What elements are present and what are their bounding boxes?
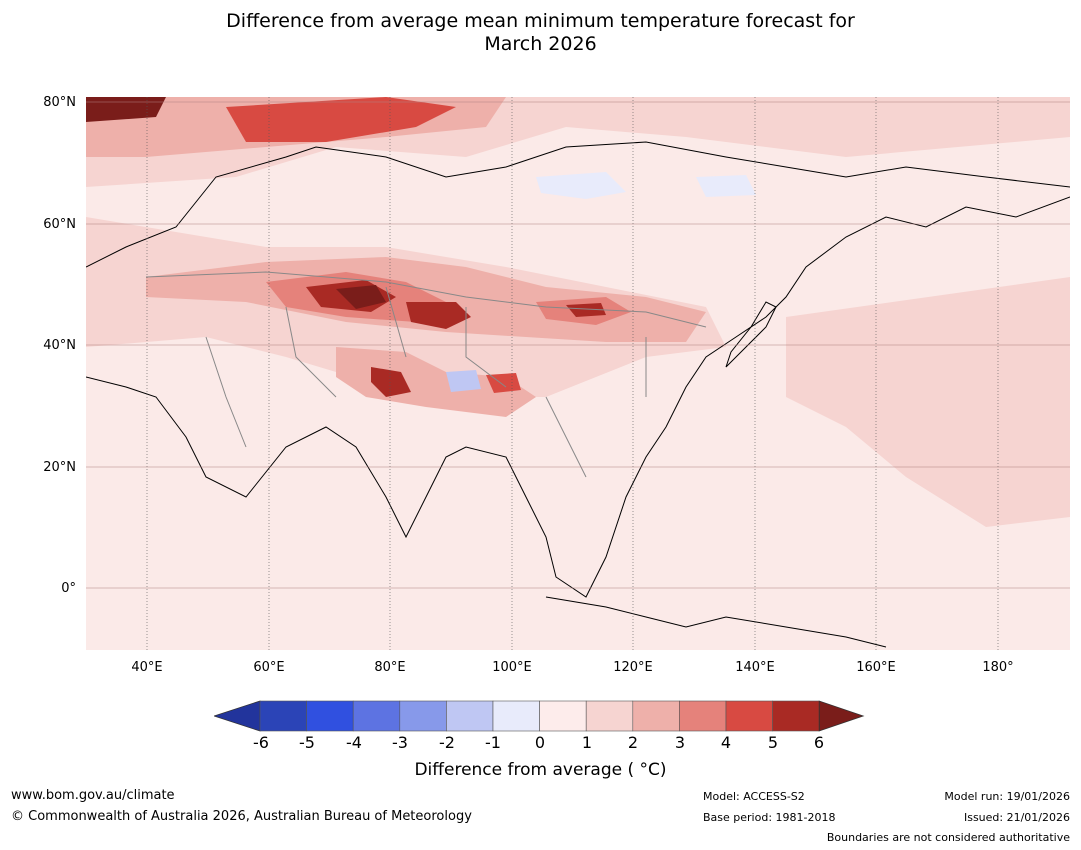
- lat-gridlines: [86, 101, 1070, 589]
- cb-tick-1: 1: [581, 733, 593, 752]
- lon-label-40e: 40°E: [131, 660, 163, 675]
- forecast-map: [86, 97, 1070, 650]
- lat-label-40n: 40°N: [43, 338, 76, 353]
- cb-tick-m2: -2: [439, 733, 455, 752]
- lon-label-60e: 60°E: [253, 660, 285, 675]
- copyright-text: © Commonwealth of Australia 2026, Austra…: [11, 809, 472, 824]
- shade-ne-blue: [696, 175, 756, 197]
- lon-label-80e: 80°E: [374, 660, 406, 675]
- colorbar-segment: [539, 700, 587, 732]
- shade-himalaya-red: [371, 367, 411, 397]
- base-period-text: Base period: 1981-2018: [703, 811, 836, 824]
- boundaries-note: Boundaries are not considered authoritat…: [826, 831, 1070, 844]
- border-lines: [145, 271, 707, 478]
- issued-text: Issued: 21/01/2026: [963, 811, 1070, 824]
- colorbar-segment: [306, 700, 354, 732]
- colorbar-segment: [259, 700, 307, 732]
- cb-tick-2: 2: [627, 733, 639, 752]
- lat-label-80n: 80°N: [43, 95, 76, 110]
- lon-label-180: 180°: [982, 660, 1014, 675]
- shade-pacific: [786, 277, 1070, 527]
- gridlines: [146, 97, 999, 650]
- indonesia-outline: [545, 596, 887, 648]
- shade-tibet: [336, 347, 536, 417]
- colorbar-segment: [399, 700, 447, 732]
- lon-label-140e: 140°E: [735, 660, 775, 675]
- shade-core-dark: [336, 285, 386, 309]
- shade-mongolia-red: [406, 302, 471, 329]
- shade-arctic-dark: [86, 97, 166, 122]
- cb-tick-m6: -6: [253, 733, 269, 752]
- lat-label-0: 0°: [61, 581, 76, 596]
- cb-tick-3: 3: [674, 733, 686, 752]
- cb-tick-m5: -5: [299, 733, 315, 752]
- colorbar: [214, 700, 865, 732]
- map-title: Difference from average mean minimum tem…: [0, 10, 1081, 56]
- colorbar-segment: [632, 700, 680, 732]
- website-link[interactable]: www.bom.gov.au/climate: [11, 788, 175, 803]
- cb-tick-0: 0: [534, 733, 546, 752]
- lon-label-160e: 160°E: [856, 660, 896, 675]
- model-text: Model: ACCESS-S2: [703, 790, 805, 803]
- colorbar-segment: [772, 700, 820, 732]
- cb-tick-m1: -1: [485, 733, 501, 752]
- model-run-text: Model run: 19/01/2026: [944, 790, 1070, 803]
- colorbar-segment: [352, 700, 401, 732]
- colorbar-arrow-low: [214, 700, 261, 732]
- coastline-asia: [86, 141, 1070, 598]
- cb-tick-m3: -3: [392, 733, 408, 752]
- lat-label-20n: 20°N: [43, 460, 76, 475]
- colorbar-arrow-high: [818, 700, 865, 732]
- shade-arctic-red: [226, 97, 456, 142]
- title-line-1: Difference from average mean minimum tem…: [226, 10, 855, 32]
- lat-label-60n: 60°N: [43, 217, 76, 232]
- cb-tick-5: 5: [767, 733, 779, 752]
- colorbar-segment: [446, 700, 494, 732]
- title-line-2: March 2026: [484, 33, 597, 55]
- lon-label-120e: 120°E: [613, 660, 653, 675]
- shade-siberia-blue: [536, 172, 626, 199]
- shade-tibet-blue: [446, 370, 481, 392]
- japan-outline: [725, 301, 777, 368]
- cb-tick-6: 6: [813, 733, 825, 752]
- colorbar-title: Difference from average ( °C): [414, 760, 667, 780]
- colorbar-segment: [585, 700, 634, 732]
- colorbar-segment: [679, 700, 727, 732]
- cb-tick-4: 4: [720, 733, 732, 752]
- colorbar-segment: [492, 700, 540, 732]
- shade-china-dark: [566, 303, 606, 317]
- colorbar-segment: [725, 700, 773, 732]
- map-svg: [86, 97, 1070, 650]
- cb-tick-m4: -4: [346, 733, 362, 752]
- lon-label-100e: 100°E: [492, 660, 532, 675]
